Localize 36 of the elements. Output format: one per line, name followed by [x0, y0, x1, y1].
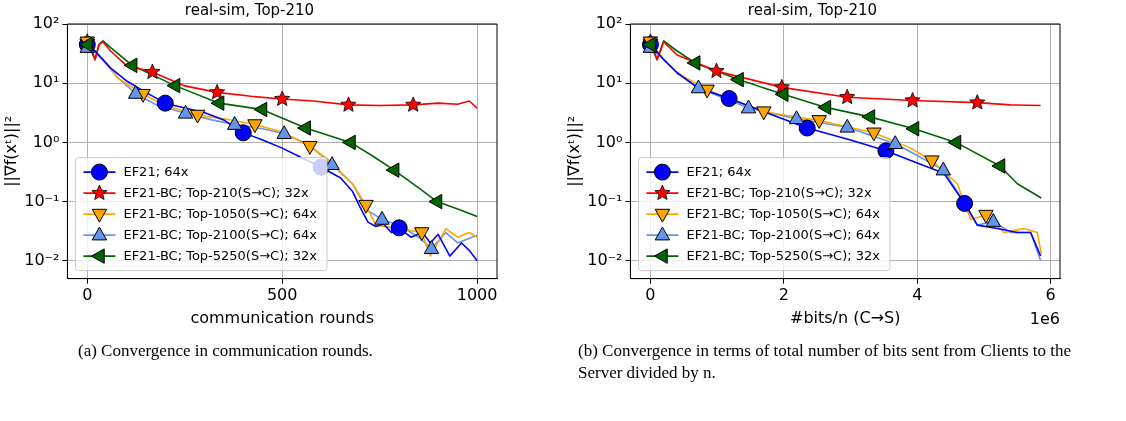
y-tick-label: 10⁻¹: [24, 190, 60, 210]
text: (a) Convergence in communication rounds.: [77, 340, 374, 362]
y-tick-label: 10⁰: [32, 131, 60, 151]
y-tick-label: 10⁻²: [24, 249, 60, 269]
x-tick-label: 6: [1045, 285, 1056, 305]
chart-title: real-sim, Top-210: [184, 0, 315, 19]
y-axis-title: ||∇f(xᵗ)||²: [0, 115, 20, 187]
y-tick-label: 10¹: [32, 72, 60, 92]
y-tick-label: 10²: [32, 13, 60, 33]
legend-label: EF21; 64x: [123, 164, 189, 180]
legend-label: EF21-BC; Top-5250(S→C); 32x: [123, 248, 318, 264]
x-tick-label: 0: [82, 285, 93, 305]
text: (b) Convergence in terms of total number of bits sent from Clients to the Server divided by n.: [577, 340, 1073, 384]
x-tick-label: 4: [912, 285, 923, 305]
legend-label: EF21-BC; Top-1050(S→C); 64x: [686, 206, 881, 222]
y-tick-label: 10²: [595, 13, 623, 33]
y-axis-title: ||∇f(xᵗ)||²: [563, 115, 583, 187]
legend-label: EF21-BC; Top-210(S→C); 32x: [686, 185, 873, 201]
legend-label: EF21-BC; Top-210(S→C); 32x: [123, 185, 310, 201]
y-tick-label: 10⁻²: [587, 249, 623, 269]
x-tick-label: 1000: [456, 285, 498, 305]
legend-label: EF21-BC; Top-2100(S→C); 64x: [686, 227, 881, 243]
x-axis-title: communication rounds: [190, 307, 375, 327]
x-tick-label: 0: [645, 285, 656, 305]
x-axis-title: #bits/n (C→S): [789, 307, 901, 327]
legend-label: EF21; 64x: [686, 164, 752, 180]
x-tick-label: 2: [778, 285, 789, 305]
legend-label: EF21-BC; Top-2100(S→C); 64x: [123, 227, 318, 243]
y-tick-label: 10¹: [595, 72, 623, 92]
chart-title: real-sim, Top-210: [747, 0, 878, 19]
y-tick-label: 10⁻¹: [587, 190, 623, 210]
legend-label: EF21-BC; Top-1050(S→C); 64x: [123, 206, 318, 222]
legend-label: EF21-BC; Top-5250(S→C); 32x: [686, 248, 881, 264]
text: 1e6: [1029, 309, 1060, 329]
y-tick-label: 10⁰: [595, 131, 623, 151]
x-tick-label: 500: [266, 285, 298, 305]
